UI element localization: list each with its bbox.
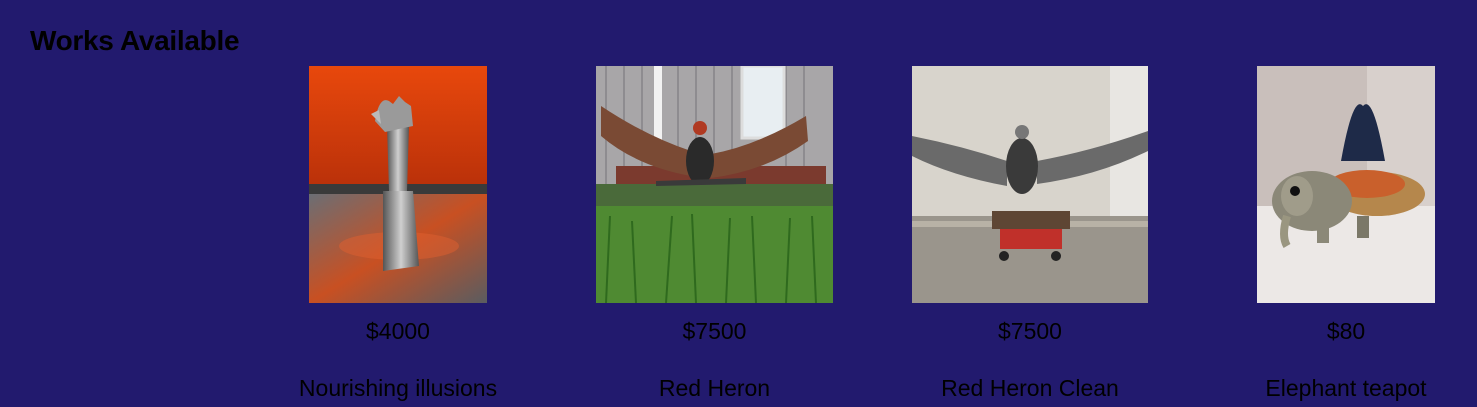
- work-card[interactable]: $4000 Nourishing illusions: [289, 66, 507, 401]
- work-name[interactable]: Elephant teapot: [1265, 375, 1427, 401]
- work-name[interactable]: Red Heron Clean: [941, 375, 1119, 401]
- work-image[interactable]: [912, 66, 1148, 303]
- section-title: Works Available: [30, 25, 240, 56]
- work-price: $80: [1326, 318, 1366, 344]
- work-card[interactable]: $7500 Red Heron: [596, 66, 833, 401]
- work-price: $4000: [366, 318, 430, 344]
- work-card[interactable]: $80 Elephant teapot: [1257, 66, 1435, 401]
- work-card[interactable]: $7500 Red Heron Clean: [912, 66, 1148, 401]
- work-price: $7500: [682, 318, 747, 344]
- work-name[interactable]: Nourishing illusions: [298, 375, 498, 401]
- work-image[interactable]: [596, 66, 833, 303]
- work-image[interactable]: [309, 66, 487, 303]
- work-price: $7500: [998, 318, 1062, 344]
- work-image[interactable]: [1257, 66, 1435, 303]
- work-name[interactable]: Red Heron: [658, 375, 771, 401]
